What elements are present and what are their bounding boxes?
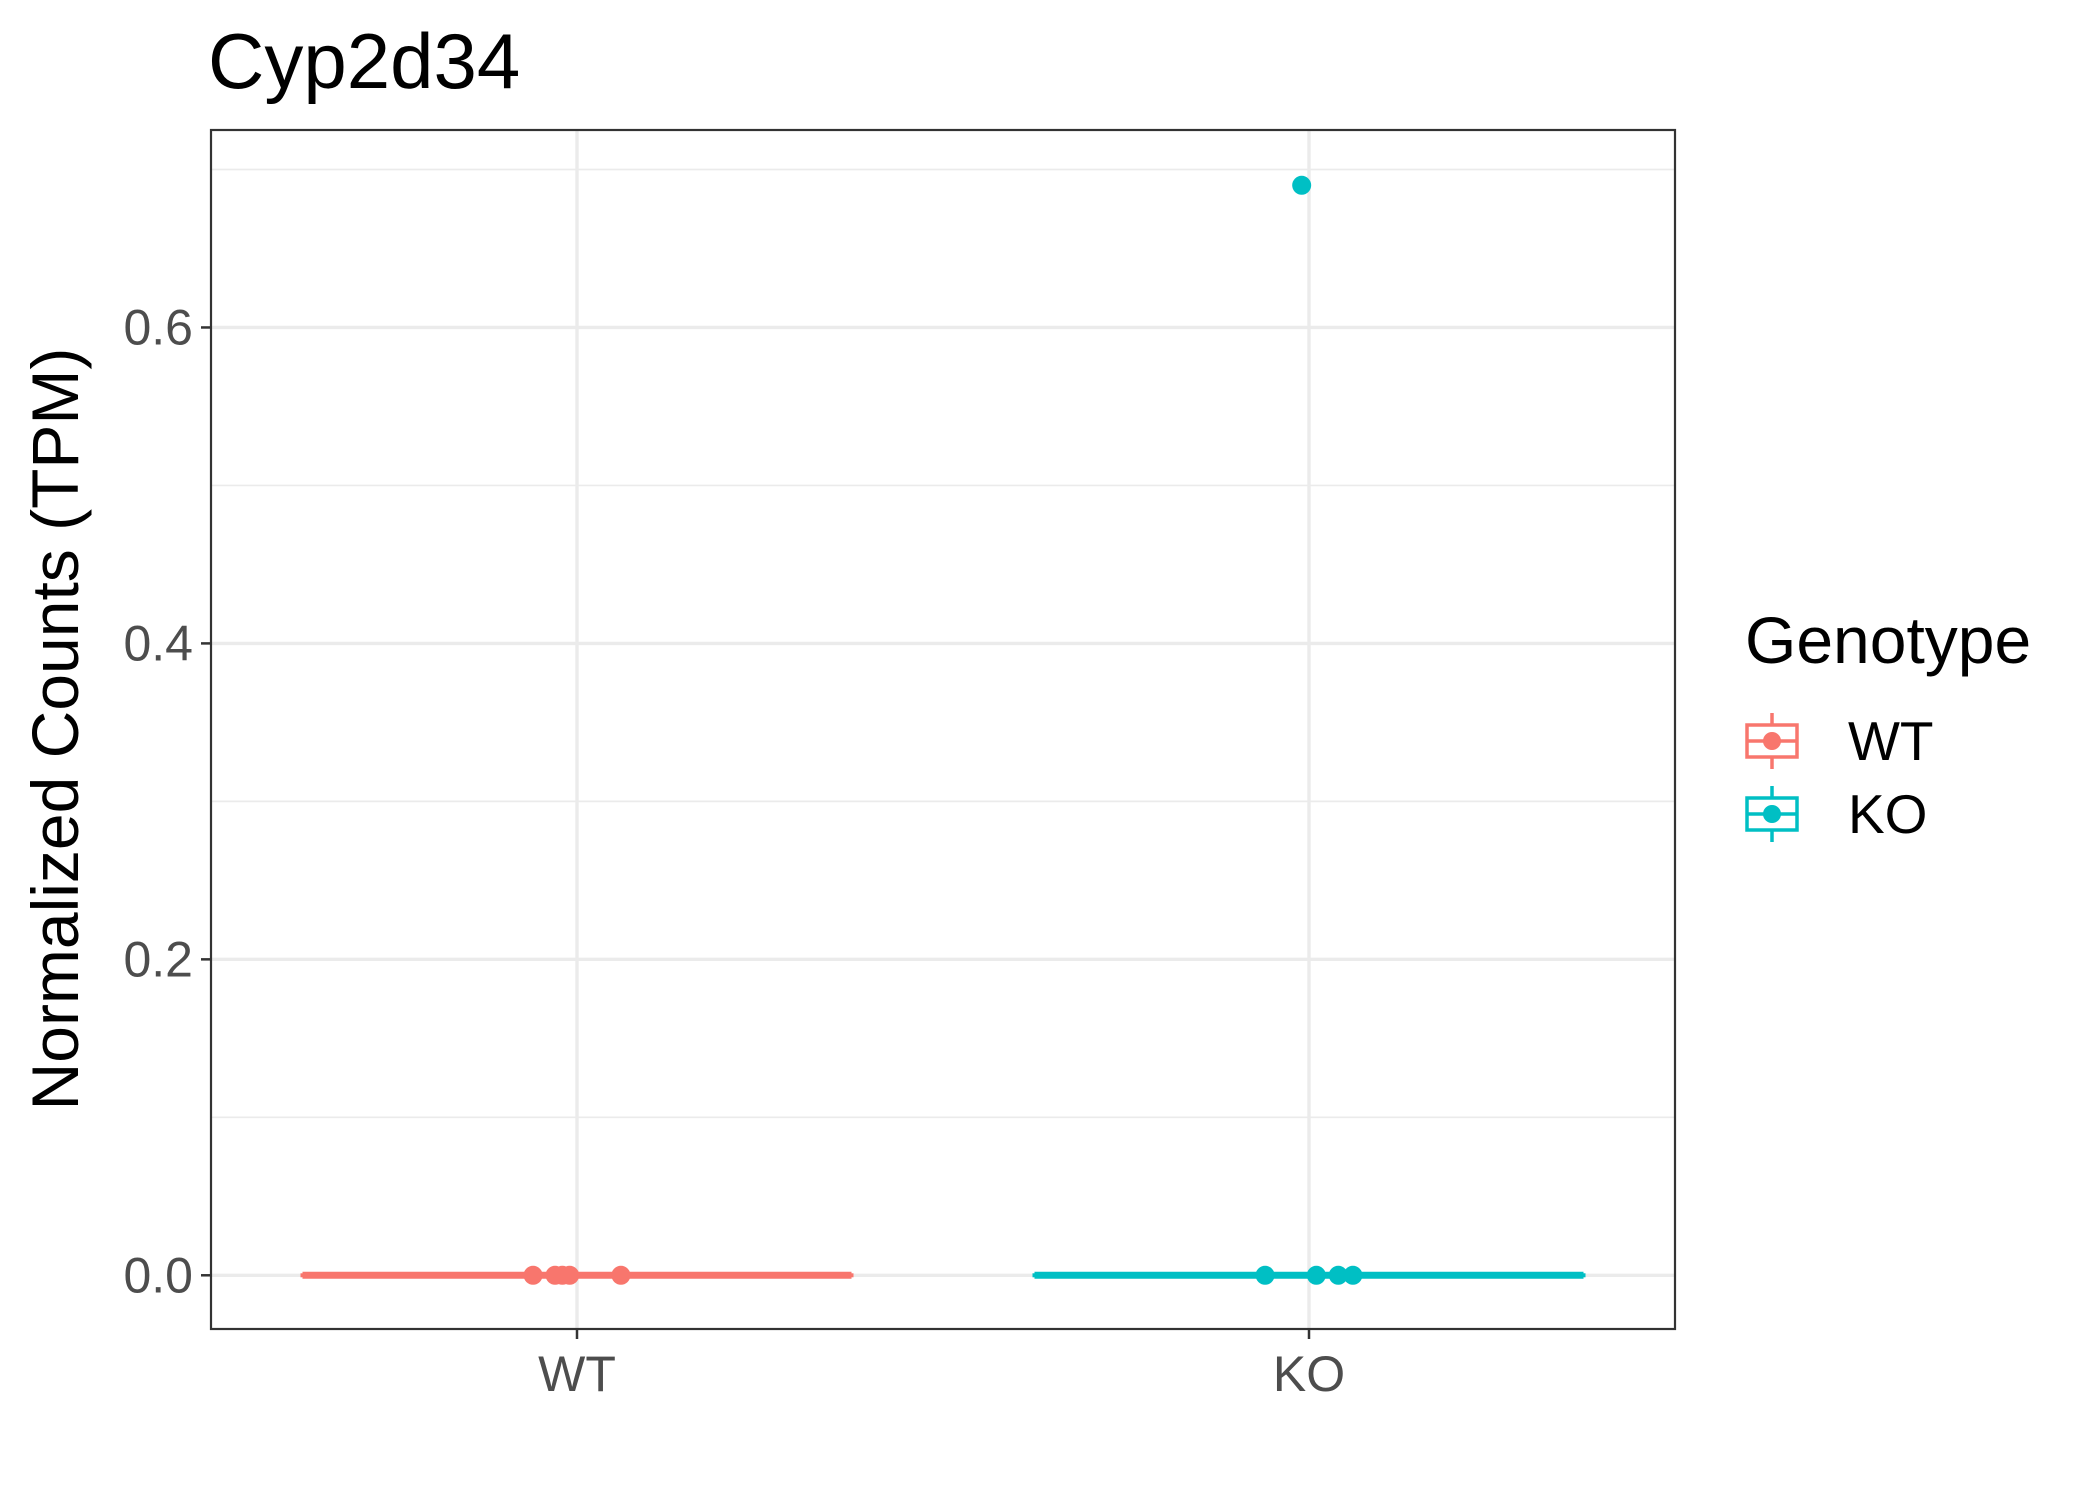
y-axis: 0.0 0.2 0.4 0.6: [123, 299, 211, 1303]
y-tick-label: 0.2: [123, 931, 193, 987]
legend-title: Genotype: [1745, 603, 2031, 677]
y-tick-label: 0.4: [123, 615, 193, 671]
legend-key-point: [1763, 805, 1781, 823]
x-tick-label: WT: [538, 1346, 616, 1402]
y-axis-title: Normalized Counts (TPM): [18, 348, 92, 1111]
legend-item-wt: WT: [1745, 710, 1934, 772]
point-ko: [1343, 1265, 1363, 1285]
point-ko: [1292, 175, 1312, 195]
point-wt: [560, 1265, 580, 1285]
legend: Genotype WT KO: [1745, 603, 2031, 845]
point-wt: [523, 1265, 543, 1285]
legend-label: KO: [1848, 783, 1927, 845]
x-tick-label: KO: [1273, 1346, 1345, 1402]
plot-panel-border: [209, 128, 1677, 1331]
y-tick-label: 0.6: [123, 299, 193, 355]
x-axis: WT KO: [538, 1329, 1345, 1402]
data-points: [523, 175, 1363, 1285]
point-ko: [1328, 1265, 1348, 1285]
legend-item-ko: KO: [1745, 783, 1927, 845]
point-ko: [1255, 1265, 1275, 1285]
legend-key-point: [1763, 732, 1781, 750]
chart-title: Cyp2d34: [208, 17, 520, 105]
point-ko: [1306, 1265, 1326, 1285]
legend-label: WT: [1848, 710, 1934, 772]
point-wt: [611, 1265, 631, 1285]
y-tick-label: 0.0: [123, 1247, 193, 1303]
grid: [211, 130, 1675, 1329]
